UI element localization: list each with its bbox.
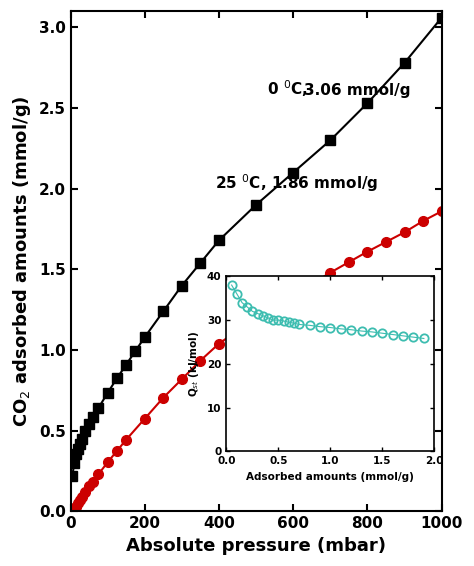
Text: 3.06 mmol/g: 3.06 mmol/g [304,83,411,98]
Y-axis label: CO$_2$ adsorbed amounts (mmol/g): CO$_2$ adsorbed amounts (mmol/g) [11,96,33,427]
X-axis label: Absolute pressure (mbar): Absolute pressure (mbar) [126,537,386,555]
Text: 25 $^0$C, 1.86 mmol/g: 25 $^0$C, 1.86 mmol/g [215,172,379,194]
Text: 0 $^0$C,: 0 $^0$C, [267,78,308,99]
